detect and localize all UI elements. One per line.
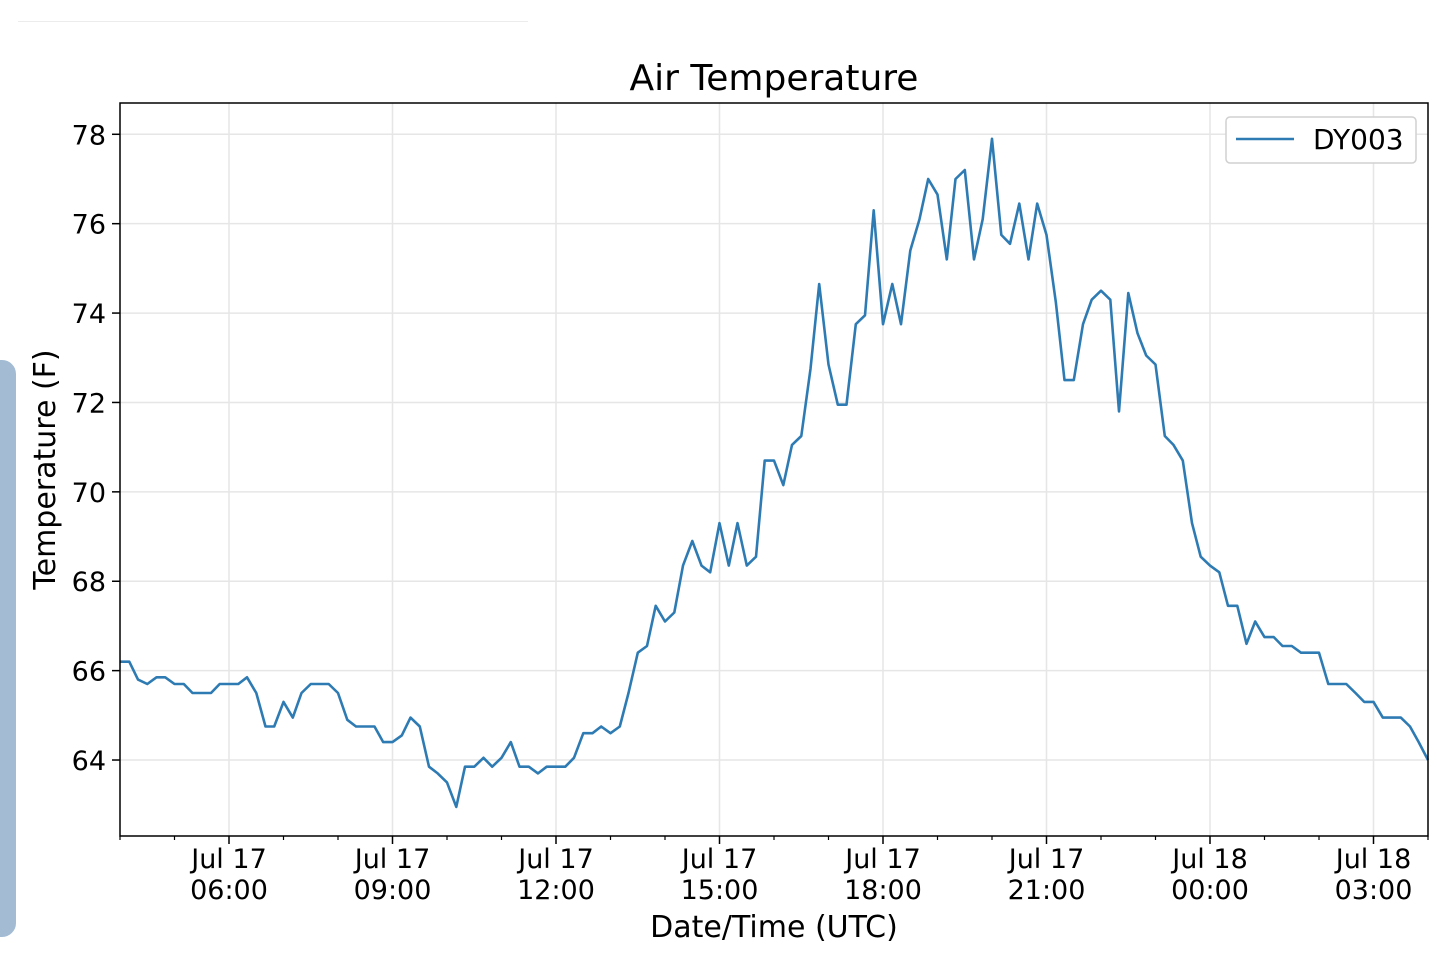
top-divider xyxy=(18,21,528,22)
y-tick-label: 70 xyxy=(72,478,106,509)
x-tick-label-time: 12:00 xyxy=(517,875,595,906)
y-tick-label: 76 xyxy=(72,210,106,241)
y-tick-label: 78 xyxy=(72,120,106,151)
x-tick-label-date: Jul 17 xyxy=(189,844,267,875)
legend[interactable]: DY003 xyxy=(1225,116,1417,164)
chart-title: Air Temperature xyxy=(630,58,919,99)
legend-label-dy003: DY003 xyxy=(1313,123,1404,156)
plot-frame xyxy=(119,102,1429,837)
x-tick-label-date: Jul 17 xyxy=(1007,844,1085,875)
y-tick-label: 72 xyxy=(72,388,106,419)
x-tick-label-date: Jul 18 xyxy=(1334,844,1412,875)
x-tick-label-date: Jul 17 xyxy=(680,844,758,875)
legend-box xyxy=(1225,116,1417,164)
x-tick-label-time: 09:00 xyxy=(354,875,432,906)
y-axis: 64 66 68 70 72 74 76 78 xyxy=(72,120,120,777)
x-axis-label: Date/Time (UTC) xyxy=(650,910,898,945)
y-tick-label: 68 xyxy=(72,567,106,598)
y-tick-label: 66 xyxy=(72,657,106,688)
x-tick-label-date: Jul 17 xyxy=(516,844,594,875)
series-line-dy003 xyxy=(120,137,1430,809)
grid-lines xyxy=(120,103,1428,836)
plot-series xyxy=(120,137,1430,809)
x-tick-label-date: Jul 18 xyxy=(1170,844,1248,875)
x-tick-label-date: Jul 17 xyxy=(843,844,921,875)
y-tick-label: 74 xyxy=(72,299,106,330)
x-tick-label-time: 18:00 xyxy=(844,875,922,906)
x-tick-label-time: 03:00 xyxy=(1335,875,1413,906)
x-tick-label-date: Jul 17 xyxy=(353,844,431,875)
x-tick-label-time: 06:00 xyxy=(190,875,268,906)
x-tick-label-time: 15:00 xyxy=(681,875,759,906)
x-tick-label-time: 21:00 xyxy=(1008,875,1086,906)
y-axis-label: Temperature (F) xyxy=(28,349,63,590)
y-tick-label: 64 xyxy=(72,746,106,777)
x-tick-label-time: 00:00 xyxy=(1171,875,1249,906)
